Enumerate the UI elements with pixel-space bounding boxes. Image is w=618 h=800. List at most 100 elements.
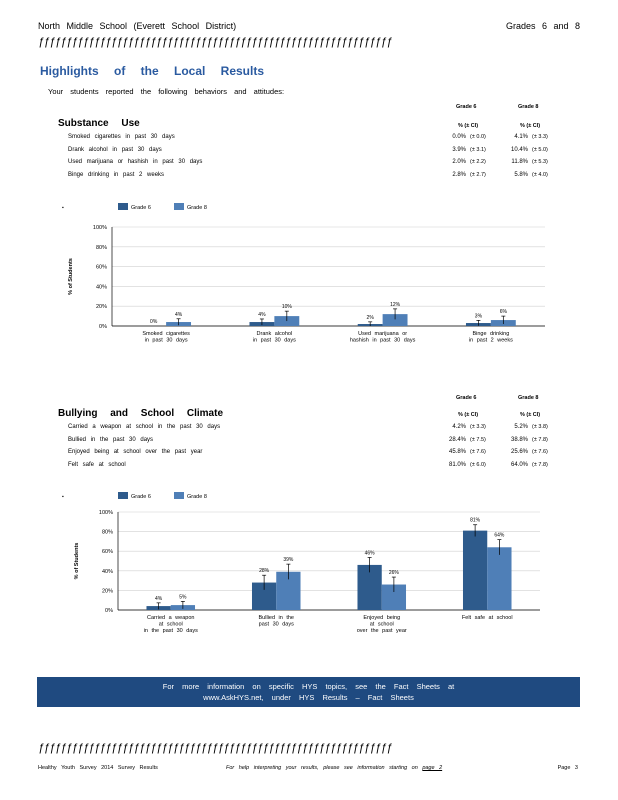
category-label: Binge drinking xyxy=(472,331,509,337)
bullying-g8-pct-head: % (± CI) xyxy=(520,412,541,418)
substance-g8-pct-head: % (± CI) xyxy=(520,123,541,129)
bullying-row-grade8-pct: 5.2% xyxy=(514,424,528,430)
legend-label: Grade 6 xyxy=(131,205,151,211)
bullying-row-grade6-ci: (± 7.6) xyxy=(470,449,486,455)
y-tick-label: 40% xyxy=(102,569,113,575)
category-label: Drank alcohol xyxy=(257,331,293,337)
substance-row-grade8-ci: (± 5.0) xyxy=(532,146,548,153)
category-label: at school xyxy=(159,622,183,628)
bar-grade8 xyxy=(382,314,408,326)
substance-section-title: Substance Use xyxy=(58,118,140,129)
substance-row-grade6-ci: (± 2.2) xyxy=(470,159,486,165)
data-label: 26% xyxy=(389,570,400,576)
bullying-row-grade8-ci: (± 7.8) xyxy=(532,436,548,443)
substance-row-grade6-ci: (± 0.0) xyxy=(470,134,486,140)
data-label: 4% xyxy=(258,312,266,318)
bullying-row-grade8-ci: (± 7.8) xyxy=(532,461,548,468)
bullying-row-label: Felt safe at school xyxy=(68,461,126,468)
category-label: hashish in past 30 days xyxy=(350,338,416,344)
category-label: in the past 30 days xyxy=(144,628,198,634)
footer-page-link[interactable]: page 2 xyxy=(422,765,443,771)
legend-swatch-grade6 xyxy=(118,492,128,499)
bullying-row-label: Carried a weapon at school in the past 3… xyxy=(68,424,221,430)
footer-help-sentence: For help interpreting your results, plea… xyxy=(226,765,418,771)
banner-line-1: For more information on specific HYS top… xyxy=(162,682,455,691)
legend-swatch-grade6 xyxy=(118,203,128,210)
bullying-row-grade8-ci: (± 3.8) xyxy=(532,424,548,430)
category-label: in past 30 days xyxy=(253,338,296,344)
bullying-grade6-head: Grade 6 xyxy=(456,395,477,401)
y-axis-label: % of Students xyxy=(74,543,80,580)
data-label: 10% xyxy=(282,304,293,310)
data-label: 28% xyxy=(259,568,270,574)
data-label: 3% xyxy=(475,313,483,319)
substance-row-label: Binge drinking in past 2 weeks xyxy=(68,171,165,178)
substance-row-grade8-pct: 4.1% xyxy=(514,134,528,140)
y-tick-label: 60% xyxy=(96,265,107,271)
category-label: Smoked cigarettes xyxy=(142,331,190,337)
category-label: in past 2 weeks xyxy=(469,338,513,344)
category-label: Bullied in the xyxy=(259,615,295,621)
category-label: Used marijuana or xyxy=(358,331,407,337)
bar-grade6 xyxy=(462,530,488,610)
y-tick-label: 0% xyxy=(105,608,113,614)
category-label: Enjoyed being xyxy=(363,615,400,621)
data-label: 46% xyxy=(365,550,376,556)
substance-row-grade6-ci: (± 2.7) xyxy=(470,171,486,178)
bullying-row-grade8-pct: 38.8% xyxy=(510,436,528,443)
substance-row-grade8-pct: 11.8% xyxy=(511,159,528,165)
data-label: 0% xyxy=(150,319,158,325)
y-tick-label: 40% xyxy=(96,284,107,290)
school-name: North Middle School (Everett School Dist… xyxy=(38,21,237,31)
substance-chart: Grade 6 Grade 8 ▪ % of Students 0% 20% 40% 60% 8… xyxy=(40,198,560,358)
bullying-row-grade8-ci: (± 7.6) xyxy=(532,449,548,455)
substance-g6-pct-head: % (± CI) xyxy=(458,123,479,129)
bullying-row-grade6-pct: 4.2% xyxy=(452,424,466,430)
substance-row-label: Smoked cigarettes in past 30 days xyxy=(68,134,175,140)
bullying-section-title: Bullying and School Climate xyxy=(58,408,224,419)
y-tick-label: 0% xyxy=(99,324,107,330)
y-tick-label: 100% xyxy=(93,225,107,231)
category-label: in past 30 days xyxy=(145,338,188,344)
y-tick-label: 80% xyxy=(96,245,107,251)
substance-row-grade8-ci: (± 5.3) xyxy=(532,159,548,165)
y-axis-label: % of Students xyxy=(68,258,74,295)
bullying-row-grade6-pct: 45.8% xyxy=(448,449,466,455)
substance-row-grade6-ci: (± 3.1) xyxy=(470,146,486,153)
substance-row-grade6-pct: 2.0% xyxy=(452,159,466,165)
bullying-row-grade6-pct: 28.4% xyxy=(448,436,466,443)
bullying-row-grade6-ci: (± 6.0) xyxy=(470,461,486,468)
data-label: 2% xyxy=(367,315,375,321)
substance-grade6-head: Grade 6 xyxy=(456,104,477,110)
footer-survey-name: Healthy Youth Survey 2014 Survey Results xyxy=(38,765,158,771)
category-label: at school xyxy=(370,622,394,628)
bullying-g6-pct-head: % (± CI) xyxy=(458,412,479,418)
legend-label: Grade 8 xyxy=(187,205,207,211)
substance-grade8-head: Grade 8 xyxy=(518,104,539,110)
bullying-row-grade8-pct: 64.0% xyxy=(510,461,528,468)
y-tick-label: 100% xyxy=(99,510,113,516)
bullying-chart: Grade 6 Grade 8 ▪ % of Students 0% 20% 40% 60% 8… xyxy=(40,487,560,652)
substance-row-grade8-pct: 10.4% xyxy=(510,146,528,153)
bullying-row-label: Enjoyed being at school over the past ye… xyxy=(68,449,203,455)
header-rule: ƒƒƒƒƒƒƒƒƒƒƒƒƒƒƒƒƒƒƒƒƒƒƒƒƒƒƒƒƒƒƒƒƒƒƒƒƒƒƒƒ… xyxy=(38,36,392,48)
y-tick-label: 60% xyxy=(102,549,113,555)
substance-row-grade8-pct: 5.8% xyxy=(514,171,528,178)
bullying-grade8-head: Grade 8 xyxy=(518,395,539,401)
bullying-row-grade6-ci: (± 7.5) xyxy=(470,436,486,443)
bullying-row-grade6-ci: (± 3.3) xyxy=(470,424,486,430)
legend-swatch-grade8 xyxy=(174,492,184,499)
data-label: 39% xyxy=(283,557,294,563)
substance-row-grade6-pct: 3.9% xyxy=(452,146,466,153)
y-tick-label: 20% xyxy=(96,304,107,310)
substance-row-grade8-ci: (± 3.3) xyxy=(532,134,548,140)
category-label: past 30 days xyxy=(259,622,294,628)
substance-row-label: Used marijuana or hashish in past 30 day… xyxy=(68,159,203,165)
legend-label: Grade 6 xyxy=(131,494,151,500)
data-label: 4% xyxy=(155,596,163,602)
grades-label: Grades 6 and 8 xyxy=(505,21,580,31)
legend-marker: ▪ xyxy=(62,494,64,500)
banner-line-2: www.AskHYS.net, under HYS Results – Fact… xyxy=(203,693,414,702)
footer-page-number: Page 3 xyxy=(557,765,578,771)
bar-grade6 xyxy=(357,564,382,610)
